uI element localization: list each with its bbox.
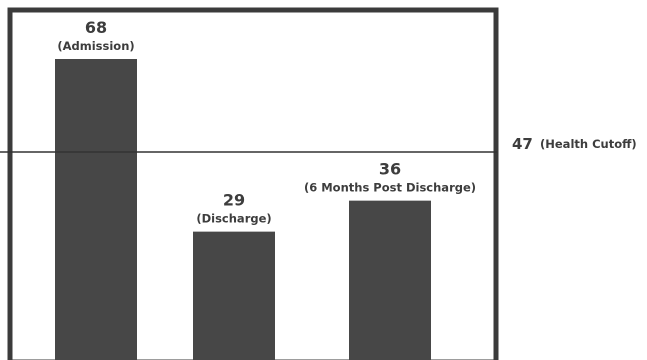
bar-category-label: (6 Months Post Discharge) (304, 181, 476, 195)
bar-category-label: (Admission) (57, 39, 134, 53)
bar-value-label: 36 (379, 160, 401, 179)
health-cutoff-label: (Health Cutoff) (540, 137, 637, 151)
bar-category-label: (Discharge) (196, 212, 271, 226)
bars-group: (Admission) 68 (Discharge) 29 (6 Months Post… (55, 18, 476, 360)
chart-frame (7, 7, 499, 360)
bar-2 (193, 231, 275, 360)
health-cutoff-value: 47 (512, 135, 533, 153)
bar-value-label: 29 (223, 191, 245, 210)
bar-value-label: 68 (85, 18, 107, 37)
bar-1 (55, 59, 137, 360)
bar-3 (349, 200, 431, 360)
